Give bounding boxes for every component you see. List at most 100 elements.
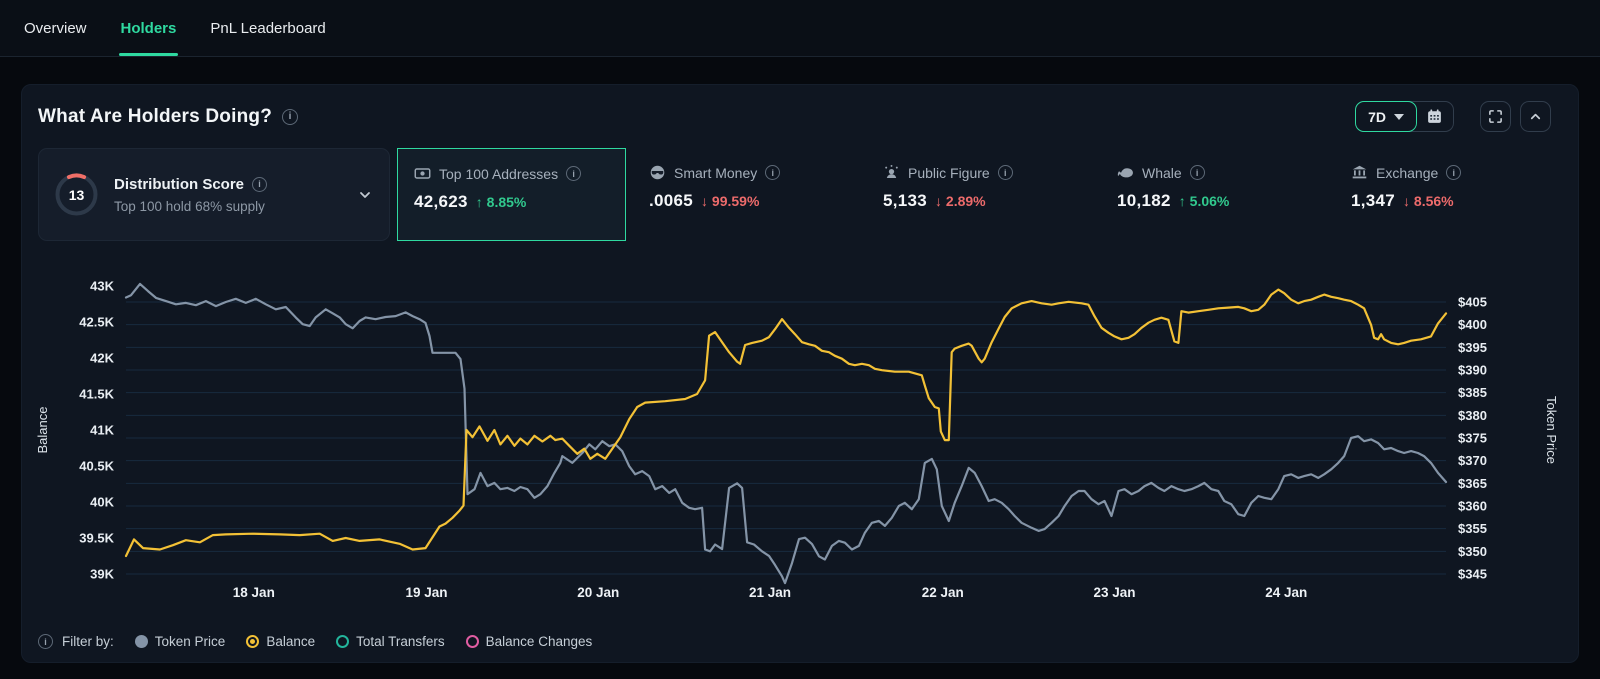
- chevron-down-icon: [1394, 113, 1404, 120]
- sunglasses-face-icon: [649, 164, 666, 181]
- svg-text:$400: $400: [1458, 317, 1487, 332]
- svg-text:$375: $375: [1458, 431, 1487, 446]
- card-exchange[interactable]: Exchange 1,347 ↓ 8.56%: [1335, 148, 1562, 241]
- card-value: 42,623: [414, 192, 468, 211]
- svg-text:24 Jan: 24 Jan: [1265, 585, 1307, 600]
- timeframe-dropdown[interactable]: 7D: [1355, 101, 1417, 132]
- card-top-100-addresses[interactable]: Top 100 Addresses 42,623 ↑ 8.85%: [397, 148, 626, 241]
- tab-overview-label: Overview: [24, 19, 87, 37]
- svg-text:Token Price: Token Price: [1544, 396, 1559, 464]
- top-nav: Overview Holders PnL Leaderboard: [0, 0, 1600, 57]
- card-value: .0065: [649, 191, 694, 210]
- legend-label: Balance Changes: [485, 634, 593, 649]
- svg-text:40.5K: 40.5K: [79, 459, 114, 474]
- chevron-down-icon[interactable]: [357, 187, 373, 203]
- legend-balance[interactable]: Balance: [246, 634, 315, 649]
- filter-by-label: Filter by:: [62, 634, 114, 649]
- timeframe-value: 7D: [1368, 108, 1386, 125]
- svg-text:19 Jan: 19 Jan: [406, 585, 448, 600]
- calendar-icon: [1428, 109, 1441, 123]
- filter-info-icon: [38, 634, 53, 649]
- svg-text:$395: $395: [1458, 340, 1487, 355]
- info-icon[interactable]: [997, 165, 1013, 180]
- balance-marker-icon: [246, 635, 260, 648]
- chart-filter-legend: Filter by: Token Price Balance Total Tra…: [38, 634, 592, 649]
- svg-text:23 Jan: 23 Jan: [1093, 585, 1135, 600]
- svg-text:$355: $355: [1458, 521, 1487, 536]
- page-title: What Are Holders Doing?: [38, 105, 273, 127]
- svg-text:42.5K: 42.5K: [79, 315, 114, 330]
- card-label: Exchange: [1376, 164, 1439, 181]
- card-label: Top 100 Addresses: [439, 165, 559, 182]
- svg-text:39K: 39K: [90, 567, 114, 582]
- title-info-icon[interactable]: [282, 108, 299, 125]
- svg-text:20 Jan: 20 Jan: [577, 585, 619, 600]
- svg-text:$390: $390: [1458, 363, 1487, 378]
- legend-label: Token Price: [154, 634, 226, 649]
- svg-text:18 Jan: 18 Jan: [233, 585, 275, 600]
- panel-header: What Are Holders Doing? 7D: [38, 101, 1551, 132]
- svg-text:$350: $350: [1458, 544, 1487, 559]
- distribution-score-card[interactable]: 13 Distribution Score Top 100 hold 68% s…: [38, 148, 390, 241]
- metric-cards-row: 13 Distribution Score Top 100 hold 68% s…: [38, 148, 1562, 241]
- holders-chart[interactable]: $405 $400 $395 $390 $385 $380 $375 $370 $365 $360…: [31, 259, 1571, 607]
- card-delta: ↓ 8.56%: [1403, 193, 1454, 209]
- svg-text:$345: $345: [1458, 567, 1487, 582]
- info-icon[interactable]: [1446, 165, 1462, 180]
- distribution-score-gauge: 13: [53, 171, 100, 218]
- card-value: 10,182: [1117, 191, 1171, 210]
- svg-text:$380: $380: [1458, 408, 1487, 423]
- panel-controls: 7D: [1355, 101, 1551, 132]
- svg-text:$360: $360: [1458, 499, 1487, 514]
- svg-text:39.5K: 39.5K: [79, 531, 114, 546]
- svg-text:$405: $405: [1458, 295, 1487, 310]
- svg-text:Balance: Balance: [35, 407, 50, 454]
- svg-text:43K: 43K: [90, 279, 114, 294]
- info-icon[interactable]: [1189, 165, 1205, 180]
- tab-holders[interactable]: Holders: [118, 0, 179, 56]
- distribution-info-icon[interactable]: [252, 176, 268, 192]
- tab-pnl-leaderboard-label: PnL Leaderboard: [210, 19, 326, 37]
- timeframe-group: 7D: [1355, 101, 1454, 132]
- card-delta: ↑ 5.06%: [1178, 193, 1230, 209]
- card-smart-money[interactable]: Smart Money .0065 ↓ 99.59%: [633, 148, 860, 241]
- legend-total-transfers[interactable]: Total Transfers: [336, 634, 445, 649]
- svg-text:22 Jan: 22 Jan: [922, 585, 964, 600]
- card-public-figure[interactable]: Public Figure 5,133 ↓ 2.89%: [867, 148, 1094, 241]
- svg-text:$370: $370: [1458, 453, 1487, 468]
- info-icon[interactable]: [765, 165, 781, 180]
- balance-changes-marker-icon: [465, 635, 479, 648]
- total-transfers-marker-icon: [336, 635, 350, 648]
- legend-label: Total Transfers: [356, 634, 445, 649]
- svg-text:$365: $365: [1458, 476, 1487, 491]
- svg-text:41.5K: 41.5K: [79, 387, 114, 402]
- svg-text:41K: 41K: [90, 423, 114, 438]
- distribution-score-value: 13: [68, 186, 85, 203]
- card-whale[interactable]: Whale 10,182 ↑ 5.06%: [1101, 148, 1328, 241]
- tab-holders-label: Holders: [120, 19, 177, 37]
- svg-text:40K: 40K: [90, 495, 114, 510]
- distribution-score-label: Distribution Score: [114, 175, 245, 193]
- info-icon[interactable]: [566, 166, 582, 181]
- legend-balance-changes[interactable]: Balance Changes: [465, 634, 593, 649]
- fullscreen-icon: [1489, 110, 1502, 123]
- banknote-icon: [414, 165, 431, 182]
- collapse-button[interactable]: [1520, 101, 1551, 132]
- whale-icon: [1117, 164, 1134, 181]
- card-delta: ↓ 2.89%: [935, 193, 986, 209]
- card-value: 1,347: [1351, 191, 1396, 210]
- card-label: Public Figure: [908, 164, 990, 181]
- fullscreen-button[interactable]: [1480, 101, 1511, 132]
- card-delta: ↑ 8.85%: [475, 194, 527, 210]
- svg-text:42K: 42K: [90, 351, 114, 366]
- tab-overview[interactable]: Overview: [24, 0, 87, 56]
- calendar-button[interactable]: [1416, 102, 1453, 131]
- tab-pnl-leaderboard[interactable]: PnL Leaderboard: [210, 0, 325, 56]
- holders-panel: What Are Holders Doing? 7D: [21, 84, 1579, 663]
- svg-text:21 Jan: 21 Jan: [749, 585, 791, 600]
- legend-token-price[interactable]: Token Price: [134, 634, 226, 649]
- token-price-marker-icon: [134, 635, 148, 648]
- chevron-up-icon: [1530, 113, 1541, 120]
- svg-text:$385: $385: [1458, 385, 1487, 400]
- card-value: 5,133: [883, 191, 928, 210]
